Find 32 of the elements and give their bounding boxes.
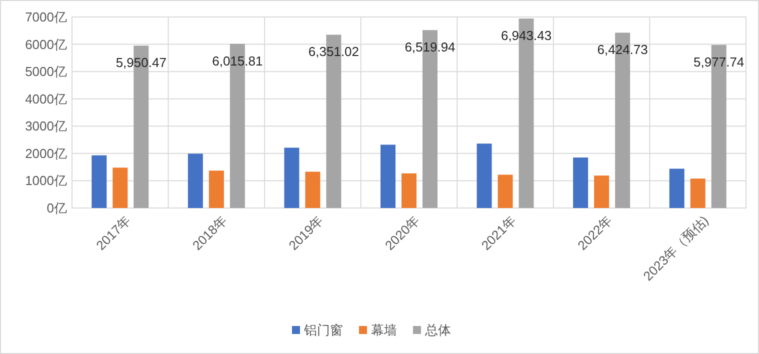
bar xyxy=(402,173,416,208)
y-tick-label: 4000亿 xyxy=(25,91,67,106)
data-label: 5,977.74 xyxy=(694,54,744,70)
bar xyxy=(690,178,706,208)
bar xyxy=(208,170,224,208)
bar xyxy=(573,158,588,208)
legend-label: 铝门窗 xyxy=(303,322,343,338)
y-tick-label: 1000亿 xyxy=(25,173,67,188)
data-label: 5,950.47 xyxy=(116,55,166,70)
bar xyxy=(92,155,107,208)
bar xyxy=(476,144,492,208)
data-label: 6,424.73 xyxy=(597,42,648,58)
bar xyxy=(112,168,128,208)
bar xyxy=(594,176,610,208)
bar xyxy=(284,148,300,208)
legend-label: 总体 xyxy=(424,322,451,338)
y-tick-label: 7000亿 xyxy=(25,10,67,24)
legend-label: 幕墙 xyxy=(371,322,397,338)
y-tick-label: 0亿 xyxy=(46,200,67,216)
bar xyxy=(188,154,203,208)
data-label: 6,351.02 xyxy=(308,44,360,60)
data-label: 6,015.81 xyxy=(212,53,263,68)
y-tick-label: 5000亿 xyxy=(25,64,67,80)
y-tick-label: 6000亿 xyxy=(25,36,67,52)
bar xyxy=(669,168,684,208)
data-label: 6,519.94 xyxy=(404,40,456,55)
y-tick-label: 3000亿 xyxy=(25,118,67,134)
bar xyxy=(380,144,396,208)
data-label: 6,943.43 xyxy=(500,28,552,44)
bar xyxy=(305,172,320,208)
y-tick-label: 2000亿 xyxy=(25,146,67,161)
bar xyxy=(498,174,513,208)
